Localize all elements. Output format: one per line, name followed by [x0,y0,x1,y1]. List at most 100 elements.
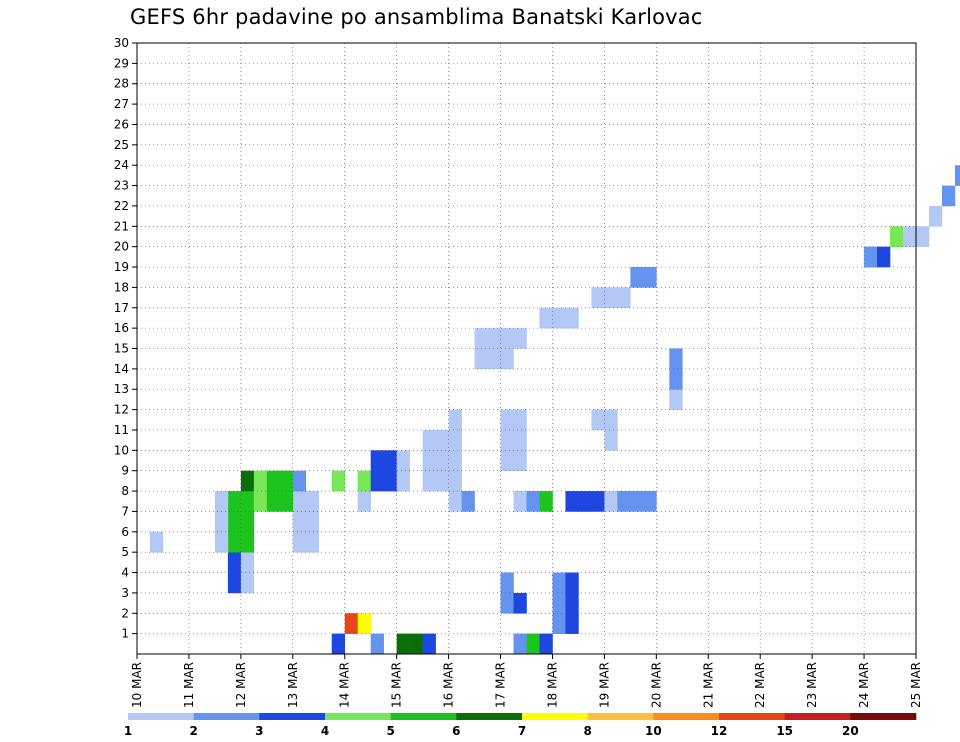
y-tick-label: 27 [114,97,129,111]
y-tick-label: 25 [114,138,129,152]
heatmap-cell [500,348,514,370]
y-tick-label: 11 [114,423,129,437]
heatmap-cell [565,592,579,614]
heatmap-cell [526,633,540,655]
x-tick-label: 18 MAR [545,662,559,708]
colorbar-label: 7 [518,724,526,738]
x-axis: 10 MAR 11 MAR 12 MAR 13 MAR 14 MAR 15 MAR 16 M… [130,654,923,708]
x-tick-label: 22 MAR [753,662,767,708]
heatmap-cell [591,491,605,512]
heatmap-cell [227,572,242,594]
colorbar-swatch [193,713,260,720]
y-tick-label: 21 [114,219,129,233]
heatmap-cell [890,226,904,247]
y-tick-label: 5 [121,545,129,559]
heatmap-cell [565,307,579,329]
heatmap-cell [435,450,449,471]
heatmap-cell [513,633,527,655]
heatmap-cell [513,450,527,471]
heatmap-cell [474,348,488,370]
heatmap-cell [643,267,657,288]
heatmap-cell [604,287,618,309]
heatmap-cell [331,633,346,655]
heatmap-cell [578,491,592,512]
heatmap-cell [409,633,423,655]
heatmap-cell [669,389,683,410]
heatmap-cell [617,491,631,512]
colorbar-swatch [587,713,654,720]
heatmap-cell [539,633,553,655]
heatmap-cell [500,572,514,594]
heatmap-cell [240,552,255,573]
heatmap-cell [253,491,268,512]
heatmap-cell [513,491,527,512]
heatmap-cell [448,429,462,451]
colorbar-swatch [390,713,457,720]
heatmap-cell [279,491,294,512]
colorbar-label: 8 [583,724,591,738]
y-tick-label: 13 [114,382,129,396]
heatmap-cell [474,328,488,349]
colorbar: 1 2 3 4 5 6 7 8 10 12 15 20 [124,713,917,738]
heatmap-cell [422,429,436,451]
heatmap-cell [903,226,917,247]
y-tick-label: 2 [121,606,129,620]
y-tick-label: 12 [114,403,129,417]
heatmap-cell [448,470,462,492]
y-tick-label: 24 [114,158,129,172]
x-tick-label: 20 MAR [649,662,663,708]
heatmap-cell [448,409,462,431]
x-tick-label: 24 MAR [857,662,871,708]
chart-title: GEFS 6hr padavine po ansamblima Banatski… [130,5,703,29]
y-tick-label: 8 [121,484,129,498]
x-tick-label: 23 MAR [805,662,819,708]
heatmap-cell [422,633,436,655]
heatmap-cell [487,328,501,349]
colorbar-label: 20 [842,724,859,738]
x-tick-label: 10 MAR [130,662,144,708]
colorbar-label: 1 [124,724,132,738]
heatmap-cell [279,470,294,492]
heatmap-cell [292,511,307,533]
y-tick-label: 14 [114,362,129,376]
heatmap-cell [240,511,255,533]
colorbar-swatch [522,713,588,720]
y-tick-label: 7 [121,504,129,518]
heatmap-cell [357,491,371,512]
heatmap-cell [305,511,320,533]
y-tick-label: 16 [114,321,129,335]
x-tick-label: 25 MAR [909,662,923,708]
x-tick-label: 13 MAR [286,662,300,708]
heatmap-cell [941,185,956,207]
heatmap-cell [513,429,527,451]
heatmap-cell [877,246,891,268]
x-tick-label: 17 MAR [494,662,508,708]
y-tick-label: 30 [114,36,129,50]
heatmap-cell [331,470,346,492]
heatmap-cell [357,613,371,634]
heatmap-cell [383,450,397,471]
heatmap-cell [864,246,878,268]
colorbar-swatch [259,713,326,720]
heatmap-cell [396,450,410,471]
heatmap-cell [370,633,384,655]
heatmap-cell [227,511,242,533]
y-tick-label: 20 [114,240,129,254]
y-tick-label: 18 [114,280,129,294]
x-tick-label: 12 MAR [234,662,248,708]
heatmap-cell [617,287,631,309]
heatmap-cell [461,491,475,512]
colorbar-label: 2 [189,724,197,738]
heatmap-cell [630,267,644,288]
y-tick-label: 26 [114,117,129,131]
heatmap-cell [552,307,566,329]
colorbar-swatch [456,713,523,720]
colorbar-label: 10 [645,724,662,738]
heatmap-cell [500,409,514,431]
colorbar-swatch [128,713,194,720]
heatmap-cell [214,491,229,512]
heatmap-cell [565,572,579,594]
y-tick-label: 19 [114,260,129,274]
heatmap-cell [565,491,579,512]
heatmap-cell [149,531,164,553]
